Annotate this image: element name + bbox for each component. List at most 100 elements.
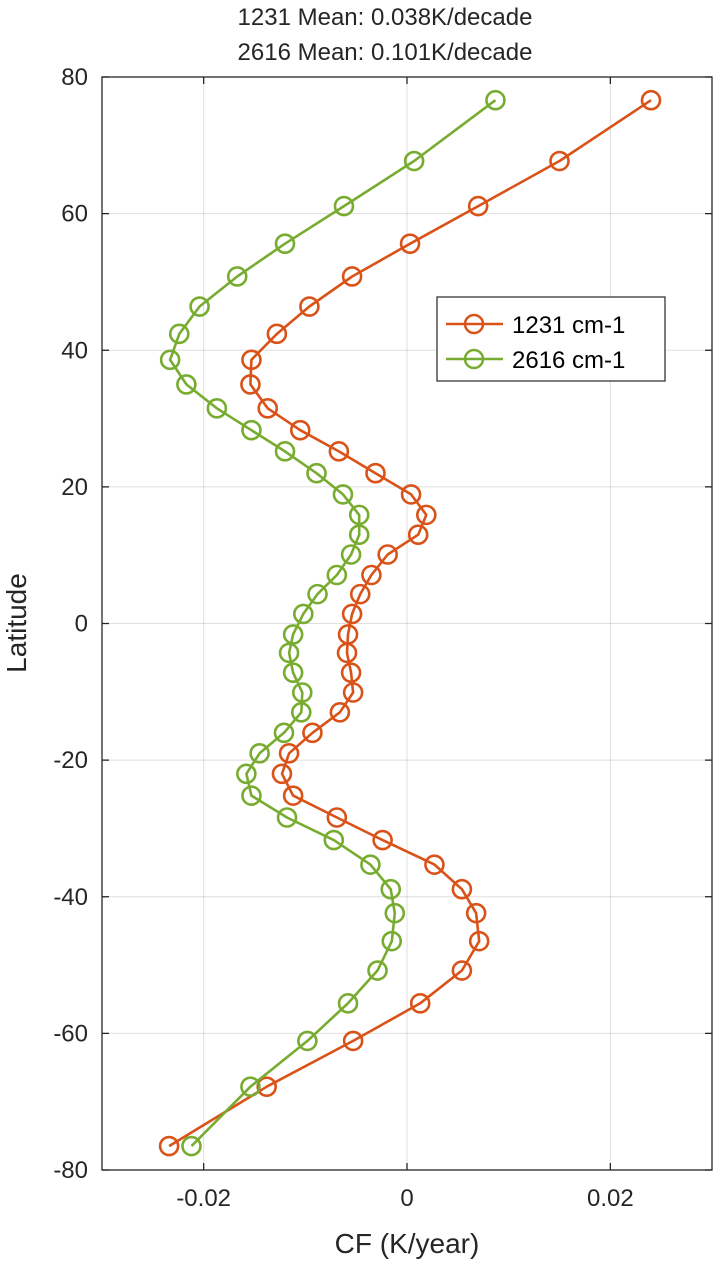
- series-line: [168, 99, 497, 1148]
- y-tick-label: 0: [75, 611, 88, 638]
- data-point: [340, 544, 362, 565]
- data-point: [241, 419, 262, 441]
- series-1: [159, 89, 506, 1157]
- data-point: [348, 504, 370, 526]
- data-point: [189, 296, 210, 317]
- data-point: [158, 1135, 180, 1157]
- data-point: [241, 785, 262, 806]
- data-point: [329, 702, 351, 723]
- data-point: [549, 150, 570, 172]
- data-point: [241, 349, 262, 371]
- y-axis-label: Latitude: [1, 573, 32, 673]
- ticks: -0.02 0 0.02 -80 -60 -40 -20 0 20 40 60 80: [53, 64, 712, 1212]
- data-point: [274, 233, 296, 254]
- series-layer: [158, 89, 662, 1157]
- data-point: [485, 89, 506, 111]
- plot-background: [102, 77, 712, 1170]
- data-point: [328, 441, 350, 462]
- data-point: [282, 662, 304, 683]
- data-point: [290, 702, 312, 723]
- data-point: [400, 484, 422, 505]
- y-tick-label: 40: [61, 337, 88, 364]
- data-point: [451, 878, 473, 900]
- data-point: [348, 524, 370, 545]
- data-point: [326, 564, 348, 586]
- y-tick-label: 60: [61, 201, 88, 228]
- x-tick-label: -0.02: [176, 1185, 231, 1212]
- data-point: [360, 854, 381, 875]
- data-point: [407, 524, 429, 545]
- legend: 1231 cm-1 2616 cm-1: [436, 296, 666, 382]
- legend-label-2616: 2616 cm-1: [512, 347, 625, 374]
- x-tick-label: 0.02: [587, 1185, 634, 1212]
- data-point: [337, 993, 359, 1014]
- data-point: [257, 398, 279, 419]
- data-point: [399, 233, 421, 254]
- data-point: [403, 150, 425, 172]
- data-point: [236, 763, 257, 785]
- data-point: [640, 89, 662, 111]
- data-point: [367, 960, 388, 981]
- data-point: [409, 993, 431, 1014]
- data-point: [341, 266, 363, 287]
- data-point: [333, 195, 355, 217]
- data-point: [206, 398, 228, 419]
- data-point: [336, 642, 358, 664]
- data-point: [282, 785, 304, 806]
- series-0: [158, 89, 662, 1157]
- legend-marker-2616: [463, 348, 485, 370]
- y-tick-label: -80: [53, 1157, 88, 1184]
- data-point: [181, 1135, 202, 1157]
- data-point: [326, 807, 348, 828]
- data-point: [342, 682, 364, 703]
- data-point: [332, 484, 354, 505]
- chart-title-line-2: 2616 Mean: 0.101K/decade: [238, 39, 533, 66]
- data-point: [342, 1030, 364, 1052]
- data-point: [249, 742, 270, 764]
- data-point: [302, 722, 323, 744]
- data-point: [289, 419, 311, 441]
- data-point: [297, 1030, 318, 1052]
- data-point: [381, 930, 403, 952]
- data-point: [276, 807, 298, 828]
- data-point: [273, 722, 295, 744]
- series-line: [168, 99, 652, 1148]
- data-point: [384, 902, 406, 924]
- data-point: [306, 462, 327, 484]
- data-point: [451, 960, 473, 981]
- data-point: [323, 829, 345, 851]
- data-point: [341, 603, 363, 625]
- data-point: [274, 441, 296, 462]
- data-point: [271, 763, 293, 785]
- y-tick-label: -40: [53, 884, 88, 911]
- data-point: [266, 323, 288, 345]
- data-point: [372, 829, 393, 851]
- chart-title-line-1: 1231 Mean: 0.038K/decade: [238, 4, 533, 31]
- data-point: [468, 930, 490, 952]
- data-point: [361, 564, 382, 586]
- data-point: [176, 374, 197, 395]
- data-point: [365, 462, 386, 484]
- data-point: [416, 504, 437, 526]
- data-point: [424, 854, 445, 875]
- y-tick-label: -20: [53, 747, 88, 774]
- data-point: [467, 195, 489, 217]
- data-point: [159, 349, 181, 371]
- data-point: [240, 1076, 261, 1097]
- data-point: [278, 642, 300, 664]
- y-tick-label: 80: [61, 64, 88, 91]
- data-point: [349, 583, 371, 605]
- data-point: [168, 323, 190, 345]
- data-point: [299, 296, 320, 317]
- data-point: [256, 1076, 278, 1097]
- y-tick-label: -60: [53, 1020, 88, 1047]
- legend-label-1231: 1231 cm-1: [512, 312, 625, 339]
- data-point: [380, 878, 402, 900]
- data-point: [278, 742, 300, 764]
- data-point: [465, 902, 487, 924]
- legend-marker-1231: [463, 313, 485, 335]
- x-tick-label: 0: [400, 1185, 413, 1212]
- data-point: [340, 662, 362, 683]
- y-tick-label: 20: [61, 474, 88, 501]
- data-point: [291, 682, 313, 703]
